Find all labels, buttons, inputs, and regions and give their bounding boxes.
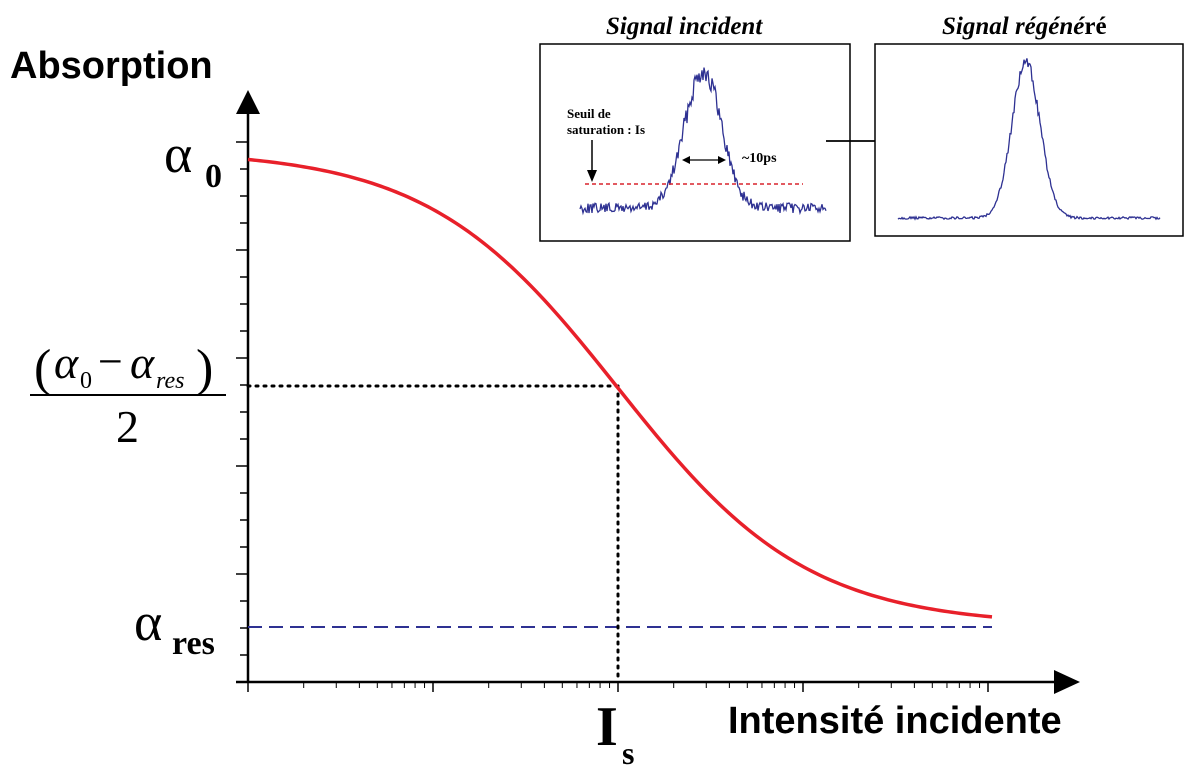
y-axis-arrowhead — [236, 90, 260, 114]
fraction-close-paren: ) — [196, 340, 213, 397]
inset-regenerated-signal: Signal régénéré — [874, 13, 1184, 237]
fraction-denominator: 2 — [116, 401, 139, 452]
fraction-open-paren: ( — [34, 340, 51, 397]
y-axis-label: Absorption — [10, 45, 213, 87]
y-axis-ticks — [236, 141, 248, 656]
regenerated-title-tail: ré — [1084, 13, 1106, 40]
absorption-curve — [247, 157, 993, 619]
threshold-pointer-head — [587, 170, 597, 182]
fraction-alpha0: α — [54, 337, 79, 388]
is-main: I — [596, 696, 618, 758]
alpha0-label: α 0 — [164, 124, 222, 195]
alpha-res-subscript: res — [172, 625, 215, 662]
fraction-subres: res — [156, 368, 184, 394]
pulse-width-label: ~10ps — [742, 151, 777, 166]
regenerated-title-italic: Signal régéné — [942, 13, 1085, 40]
pulse-width-arrowhead-right — [718, 156, 726, 164]
threshold-label-line1: Seuil de — [567, 106, 611, 121]
incident-signal-trace — [579, 67, 827, 216]
inset-incident-title: Signal incident — [606, 13, 763, 40]
alpha-res-label: α res — [134, 592, 215, 662]
fraction-alphares: α — [130, 337, 155, 388]
pulse-width-arrowhead-left — [682, 156, 690, 164]
x-axis-ticks — [247, 682, 989, 692]
inset-regenerated-frame — [874, 43, 1184, 237]
inset-incident-signal: Signal incident Seuil de saturation : Is… — [539, 13, 851, 242]
axes — [236, 90, 1080, 694]
alpha-res-symbol: α — [134, 592, 162, 652]
x-axis-label: Intensité incidente — [728, 700, 1062, 742]
regenerated-signal-trace — [897, 58, 1161, 221]
alpha0-subscript: 0 — [205, 158, 222, 195]
is-label: I s — [596, 696, 634, 767]
inset-regenerated-title: Signal régénéré — [942, 13, 1107, 40]
x-axis-arrowhead — [1054, 670, 1080, 694]
half-level-fraction: ( α 0 − α res ) 2 — [30, 337, 226, 452]
alpha0-symbol: α — [164, 124, 192, 184]
fraction-minus: − — [98, 337, 123, 386]
fraction-sub0: 0 — [80, 368, 92, 394]
threshold-label-line2: saturation : Is — [567, 122, 645, 137]
is-subscript: s — [622, 735, 634, 767]
